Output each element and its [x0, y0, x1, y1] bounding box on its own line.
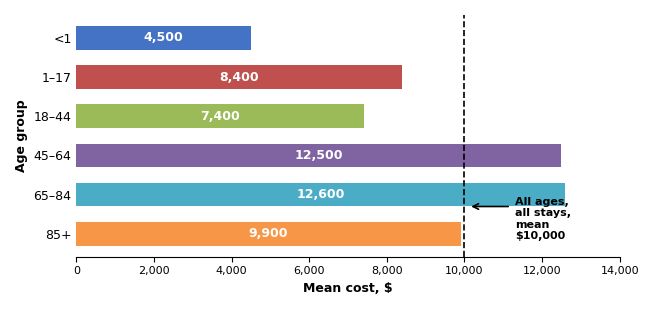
- Y-axis label: Age group: Age group: [15, 100, 28, 172]
- Text: 12,500: 12,500: [295, 149, 343, 162]
- Bar: [77, 65, 402, 89]
- Bar: [77, 183, 565, 206]
- Bar: [77, 222, 460, 246]
- Bar: [77, 26, 251, 50]
- Text: 12,600: 12,600: [297, 188, 345, 201]
- Text: All ages,
all stays,
mean
$10,000: All ages, all stays, mean $10,000: [515, 197, 571, 241]
- Text: 9,900: 9,900: [249, 228, 288, 241]
- Text: 7,400: 7,400: [200, 110, 240, 123]
- Text: 4,500: 4,500: [144, 31, 184, 44]
- Bar: [77, 144, 562, 167]
- X-axis label: Mean cost, $: Mean cost, $: [303, 282, 393, 295]
- Bar: [77, 104, 364, 128]
- Text: 8,400: 8,400: [220, 70, 259, 83]
